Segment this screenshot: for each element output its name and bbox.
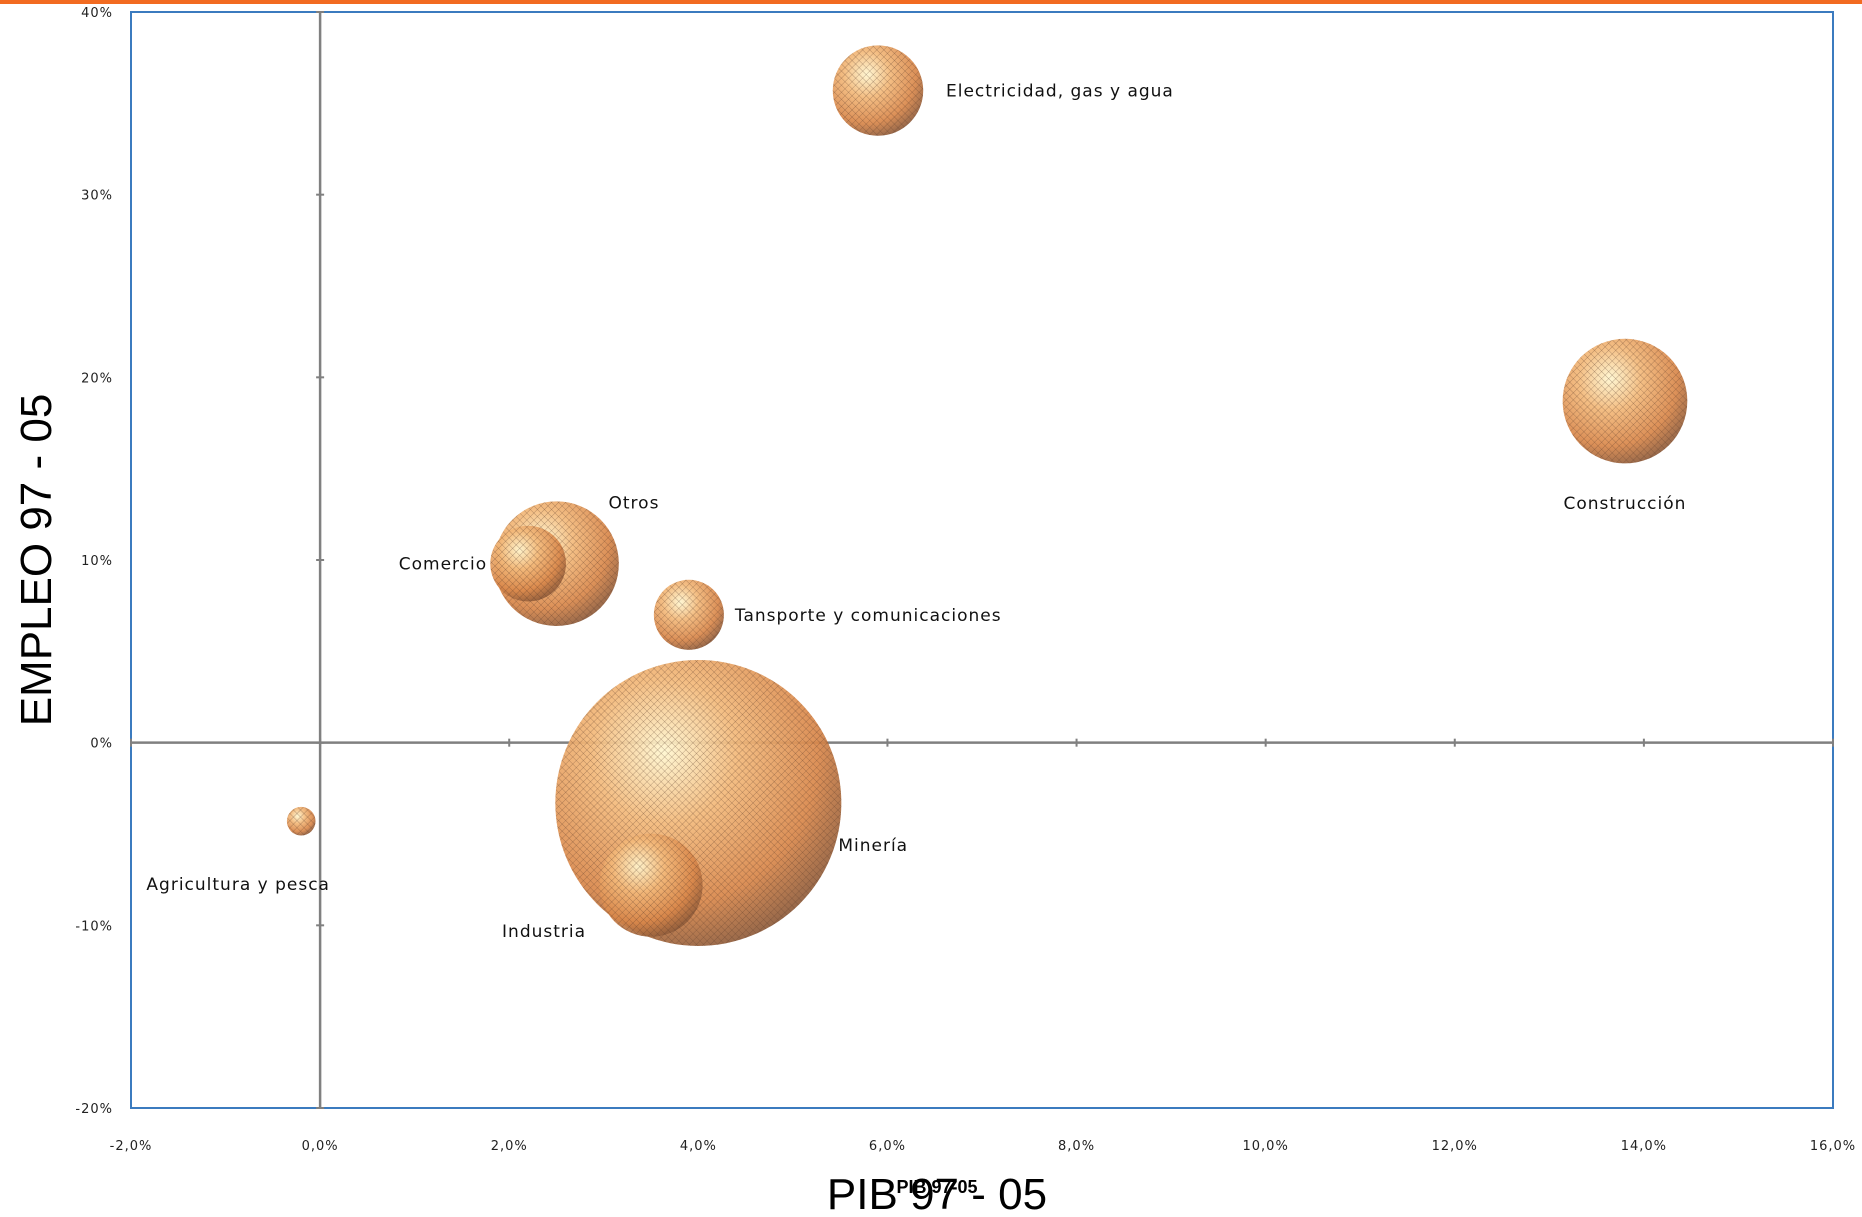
bubble xyxy=(286,806,316,836)
bubble xyxy=(653,579,724,650)
x-tick-label: 4,0% xyxy=(680,1139,717,1154)
y-tick-label: 40% xyxy=(81,6,113,21)
x-tick-label: 14,0% xyxy=(1621,1139,1667,1154)
bubble-hatch xyxy=(599,833,703,937)
bubble xyxy=(832,45,924,136)
y-tick-label: 0% xyxy=(90,737,113,752)
y-tick-label: -20% xyxy=(75,1102,113,1117)
bubble-hatch xyxy=(490,525,566,602)
bubble xyxy=(599,833,703,937)
y-axis-title: EMPLEO 97 - 05 xyxy=(12,394,61,727)
x-tick-label: -2,0% xyxy=(110,1139,153,1154)
plot-area-border xyxy=(130,11,1834,1109)
y-tick-label: 20% xyxy=(81,371,113,386)
bubble-hatch xyxy=(832,45,924,136)
data-label: Electricidad, gas y agua xyxy=(946,82,1174,102)
x-axis-title-small: PIB 97-05 xyxy=(896,1177,977,1197)
x-tick-label: 10,0% xyxy=(1243,1139,1289,1154)
bubble-hatch xyxy=(1562,338,1688,464)
data-label: Otros xyxy=(609,494,660,514)
y-tick-label: 30% xyxy=(81,189,113,204)
x-axis-title: PIB 97 - 05 xyxy=(827,1170,1047,1217)
data-label: Industria xyxy=(502,922,586,942)
data-label: Agricultura y pesca xyxy=(146,875,330,895)
y-tick-label: 10% xyxy=(81,554,113,569)
data-label: Comercio xyxy=(399,555,487,575)
data-label: Tansporte y comunicaciones xyxy=(734,606,1002,626)
top-accent-bar xyxy=(0,0,1862,4)
x-tick-label: 12,0% xyxy=(1432,1139,1478,1154)
data-label: Minería xyxy=(838,836,908,856)
x-tick-label: 2,0% xyxy=(491,1139,528,1154)
data-label: Construcción xyxy=(1564,494,1687,514)
x-tick-label: 8,0% xyxy=(1058,1139,1095,1154)
x-tick-label: 16,0% xyxy=(1810,1139,1856,1154)
x-tick-label: 6,0% xyxy=(869,1139,906,1154)
bubble xyxy=(1562,338,1688,464)
bubble-hatch xyxy=(653,579,724,650)
bubble xyxy=(490,525,566,602)
bubble-hatch xyxy=(286,806,316,836)
x-tick-label: 0,0% xyxy=(302,1139,339,1154)
y-tick-label: -10% xyxy=(75,919,113,934)
